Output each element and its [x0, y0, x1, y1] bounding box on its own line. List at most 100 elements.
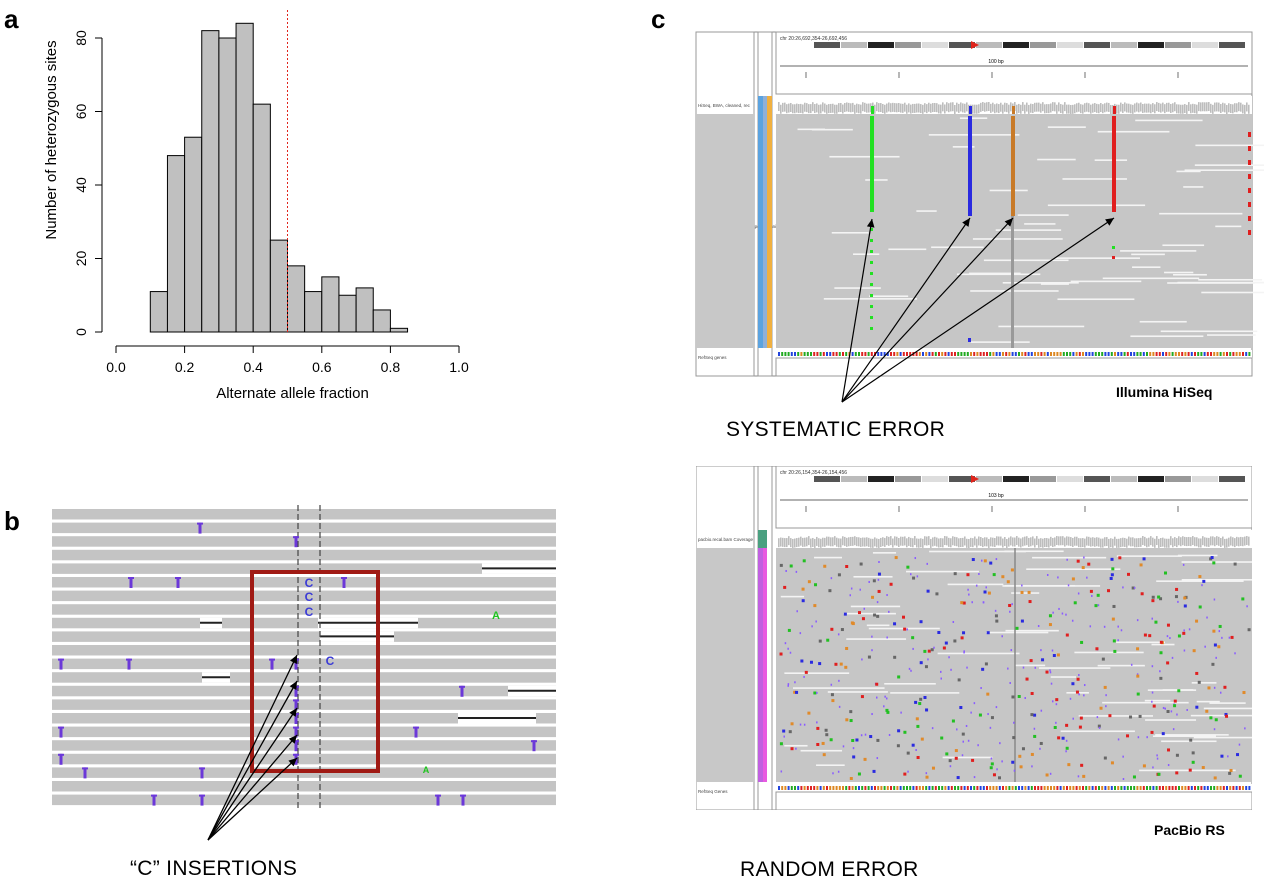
random-error-mark	[1011, 695, 1015, 699]
sequence-base	[1206, 352, 1209, 356]
coverage-bar	[1178, 536, 1180, 546]
coverage-bar	[812, 537, 814, 547]
coverage-bar	[934, 102, 936, 112]
coverage-bar	[1240, 536, 1242, 546]
aligned-read	[52, 509, 556, 520]
coverage-bar	[904, 536, 906, 546]
coverage-bar	[1002, 104, 1004, 114]
coverage-bar	[948, 103, 950, 113]
random-error-mark	[1151, 617, 1154, 620]
sequence-base	[1050, 352, 1052, 356]
coverage-bar	[1070, 537, 1072, 547]
coverage-bar	[1174, 102, 1176, 112]
sequence-base	[854, 786, 857, 790]
read-gap	[1155, 734, 1229, 736]
random-error-mark	[1034, 666, 1037, 669]
random-error-mark	[926, 589, 930, 593]
random-error-mark	[871, 635, 873, 638]
histogram-bar	[269, 239, 289, 333]
read-gap	[1015, 664, 1046, 667]
sequence-base	[829, 352, 832, 356]
coverage-bar	[1014, 537, 1016, 547]
coverage-bar	[1156, 536, 1158, 546]
coverage-bar	[814, 104, 816, 114]
read-gap	[816, 764, 845, 767]
coverage-bar	[990, 103, 992, 113]
coverage-bar	[934, 536, 936, 546]
sequence-base	[806, 786, 809, 790]
random-error-mark	[1169, 637, 1171, 640]
random-error-mark	[1021, 584, 1023, 587]
coverage-bar	[1076, 103, 1078, 113]
coverage-bar	[1080, 538, 1082, 548]
random-error-mark	[861, 658, 863, 661]
sequence-base	[1030, 352, 1033, 356]
random-error-mark	[971, 601, 973, 604]
random-error-mark	[1159, 651, 1163, 655]
random-error-mark	[1138, 714, 1142, 718]
aligned-read	[52, 590, 556, 602]
insertion-marker-cap	[126, 658, 132, 661]
random-error-mark	[1057, 736, 1061, 740]
scattered-error	[870, 239, 873, 242]
read-gap	[1156, 580, 1244, 582]
sequence-base	[1174, 786, 1177, 790]
coverage-bar	[874, 537, 876, 547]
sequence-base	[1155, 786, 1158, 790]
track-name-background	[696, 114, 754, 348]
coverage-bar	[1216, 536, 1218, 546]
random-error-mark	[877, 589, 881, 593]
coverage-bar	[1100, 538, 1102, 548]
sequence-base	[1046, 786, 1049, 790]
sequence-base	[954, 352, 956, 356]
ideogram-band	[895, 42, 921, 48]
insertion-marker	[127, 658, 131, 670]
aligned-read	[52, 631, 556, 642]
panel-label-c: c	[651, 4, 666, 34]
coverage-bar	[1042, 102, 1044, 112]
random-error-mark	[849, 719, 853, 723]
coverage-bar	[968, 104, 970, 114]
coverage-bar	[1196, 104, 1198, 114]
annotation-arrow	[207, 734, 298, 841]
random-error-mark	[851, 622, 855, 626]
coverage-bar	[930, 103, 932, 113]
coverage-bar	[812, 102, 814, 112]
random-error-mark	[989, 561, 993, 565]
coverage-bar	[942, 538, 944, 548]
coverage-bar	[1046, 104, 1048, 114]
random-error-mark	[1076, 559, 1080, 563]
random-error-mark	[830, 683, 833, 686]
read-gap	[1203, 707, 1252, 710]
random-error-mark	[1089, 625, 1092, 628]
random-error-mark	[1233, 562, 1237, 566]
random-error-mark	[995, 706, 998, 709]
random-error-mark	[1241, 597, 1245, 601]
read-gap	[998, 325, 1085, 328]
coverage-bar	[1234, 538, 1236, 548]
coverage-bar	[850, 536, 852, 546]
sequence-base	[1120, 352, 1123, 356]
sequence-base	[1165, 786, 1168, 790]
sequence-base	[1027, 786, 1030, 790]
coverage-bar	[1150, 536, 1152, 546]
read-gap	[1196, 700, 1220, 703]
sequence-base	[989, 786, 992, 790]
random-error-mark	[816, 726, 820, 730]
ideogram-band	[1111, 42, 1137, 48]
random-error-mark	[1172, 728, 1175, 731]
read-gap	[811, 128, 853, 131]
ruler-panel	[775, 466, 1252, 529]
coverage-bar	[1186, 104, 1188, 114]
sequence-base	[1053, 786, 1056, 790]
random-error-mark	[918, 702, 922, 706]
coverage-bar	[1054, 537, 1056, 547]
sequence-base	[922, 352, 924, 356]
random-error-mark	[877, 578, 880, 581]
coverage-bar	[836, 537, 838, 547]
ideogram-band	[1165, 42, 1191, 48]
random-error-mark	[1103, 685, 1107, 689]
coverage-bar	[798, 104, 800, 114]
sequence-base	[806, 352, 809, 356]
random-error-mark	[924, 665, 928, 669]
